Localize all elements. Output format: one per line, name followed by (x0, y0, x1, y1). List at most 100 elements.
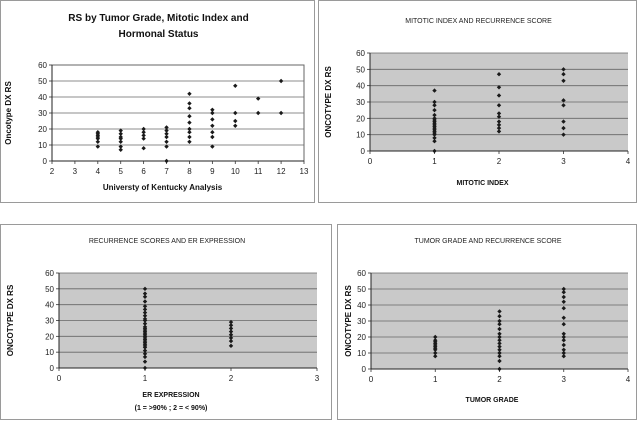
data-point (164, 139, 169, 144)
data-point (561, 299, 566, 304)
data-point (497, 318, 502, 324)
data-point (278, 110, 284, 116)
data-point (433, 354, 438, 359)
data-point (187, 139, 192, 144)
data-point (228, 338, 234, 344)
data-point (497, 309, 502, 314)
data-point (497, 344, 502, 349)
chart-title: RS by Tumor Grade, Mitotic Index and (68, 13, 248, 24)
data-point (432, 103, 437, 108)
data-point (187, 101, 192, 106)
data-point (278, 78, 284, 84)
data-point (496, 111, 502, 116)
chart-title: RECURRENCE SCORES AND ER EXPRESSION (89, 238, 245, 245)
data-point (142, 307, 148, 312)
y-tick-label: 40 (38, 93, 47, 102)
data-point (164, 134, 169, 140)
data-point (118, 128, 123, 133)
y-tick-label: 50 (45, 285, 54, 294)
data-point (561, 290, 566, 295)
x-tick-label: 11 (254, 167, 263, 176)
chart-svg: TUMOR GRADE AND RECURRENCE SCORE01020304… (344, 238, 631, 404)
data-point (496, 122, 502, 128)
data-point (561, 103, 566, 108)
x-tick-label: 2 (497, 375, 502, 384)
x-tick-label: 4 (96, 167, 101, 176)
data-point (432, 139, 437, 144)
data-point (561, 67, 566, 72)
data-point (95, 130, 101, 135)
data-point (561, 78, 566, 83)
data-point (210, 144, 215, 149)
data-point (496, 129, 502, 134)
data-point (228, 343, 234, 349)
y-tick-label: 30 (38, 109, 47, 118)
data-point (433, 350, 438, 356)
data-point (118, 147, 123, 152)
data-point (233, 110, 238, 116)
x-tick-label: 4 (626, 157, 631, 166)
data-point (432, 135, 437, 141)
data-point (164, 125, 169, 130)
data-point (95, 144, 101, 149)
data-point (561, 306, 566, 311)
y-tick-label: 60 (357, 269, 366, 278)
y-axis-label: ONCOTYPE DX RS (6, 284, 15, 356)
data-point (561, 350, 566, 356)
x-axis-label: Universty of Kentucky Analysis (103, 183, 223, 192)
data-point (497, 322, 502, 327)
data-point (497, 338, 502, 343)
x-tick-label: 1 (433, 375, 438, 384)
data-point (561, 98, 566, 103)
data-point (561, 72, 566, 77)
x-tick-label: 12 (277, 167, 286, 176)
data-point (432, 88, 437, 93)
data-point (118, 139, 123, 144)
data-point (497, 314, 502, 319)
x-tick-label: 1 (432, 157, 437, 166)
x-tick-label: 3 (315, 374, 320, 383)
chart-title: TUMOR GRADE AND RECURRENCE SCORE (414, 238, 561, 245)
chart-svg: RECURRENCE SCORES AND ER EXPRESSION01020… (6, 238, 320, 412)
data-point (496, 114, 502, 119)
chart-tumor-grade: TUMOR GRADE AND RECURRENCE SCORE 0 10 20 30 4… (337, 224, 637, 420)
data-point (561, 347, 566, 352)
data-point (496, 93, 502, 98)
data-point (561, 331, 566, 336)
data-point (142, 291, 148, 296)
data-point (142, 359, 148, 364)
data-point (561, 119, 566, 124)
x-tick-label: 5 (119, 167, 124, 176)
data-point (228, 335, 234, 341)
x-tick-label: 13 (300, 167, 309, 176)
data-point (497, 334, 502, 340)
y-tick-label: 40 (356, 82, 365, 91)
data-point (228, 323, 234, 328)
chart-title: Hormonal Status (118, 29, 198, 40)
y-tick-label: 30 (357, 317, 366, 326)
x-axis-label: ER EXPRESSION (142, 392, 199, 399)
data-point (210, 123, 215, 128)
data-point (118, 131, 123, 136)
data-point (496, 119, 502, 124)
data-point (187, 126, 192, 132)
chart-er-expression: RECURRENCE SCORES AND ER EXPRESSION 0 10 20… (0, 224, 332, 420)
x-tick-label: 8 (187, 167, 192, 176)
x-tick-label: 1 (143, 374, 148, 383)
data-point (561, 354, 566, 359)
data-point (497, 347, 502, 352)
data-point (496, 85, 502, 90)
x-tick-label: 0 (368, 157, 373, 166)
y-tick-label: 20 (38, 125, 47, 134)
data-point (187, 130, 192, 135)
x-axis-label: TUMOR GRADE (466, 397, 519, 404)
data-point (142, 316, 148, 322)
data-point (497, 341, 502, 346)
chart-title: MITOTIC INDEX AND RECURRENCE SCORE (405, 18, 552, 25)
y-tick-label: 10 (45, 348, 54, 357)
chart-rs-by-tumor-grade: RS by Tumor Grade, Mitotic Index and Horm… (0, 0, 315, 203)
data-point (496, 125, 502, 131)
data-point (233, 118, 238, 124)
data-point (142, 321, 148, 326)
data-point (561, 125, 566, 131)
